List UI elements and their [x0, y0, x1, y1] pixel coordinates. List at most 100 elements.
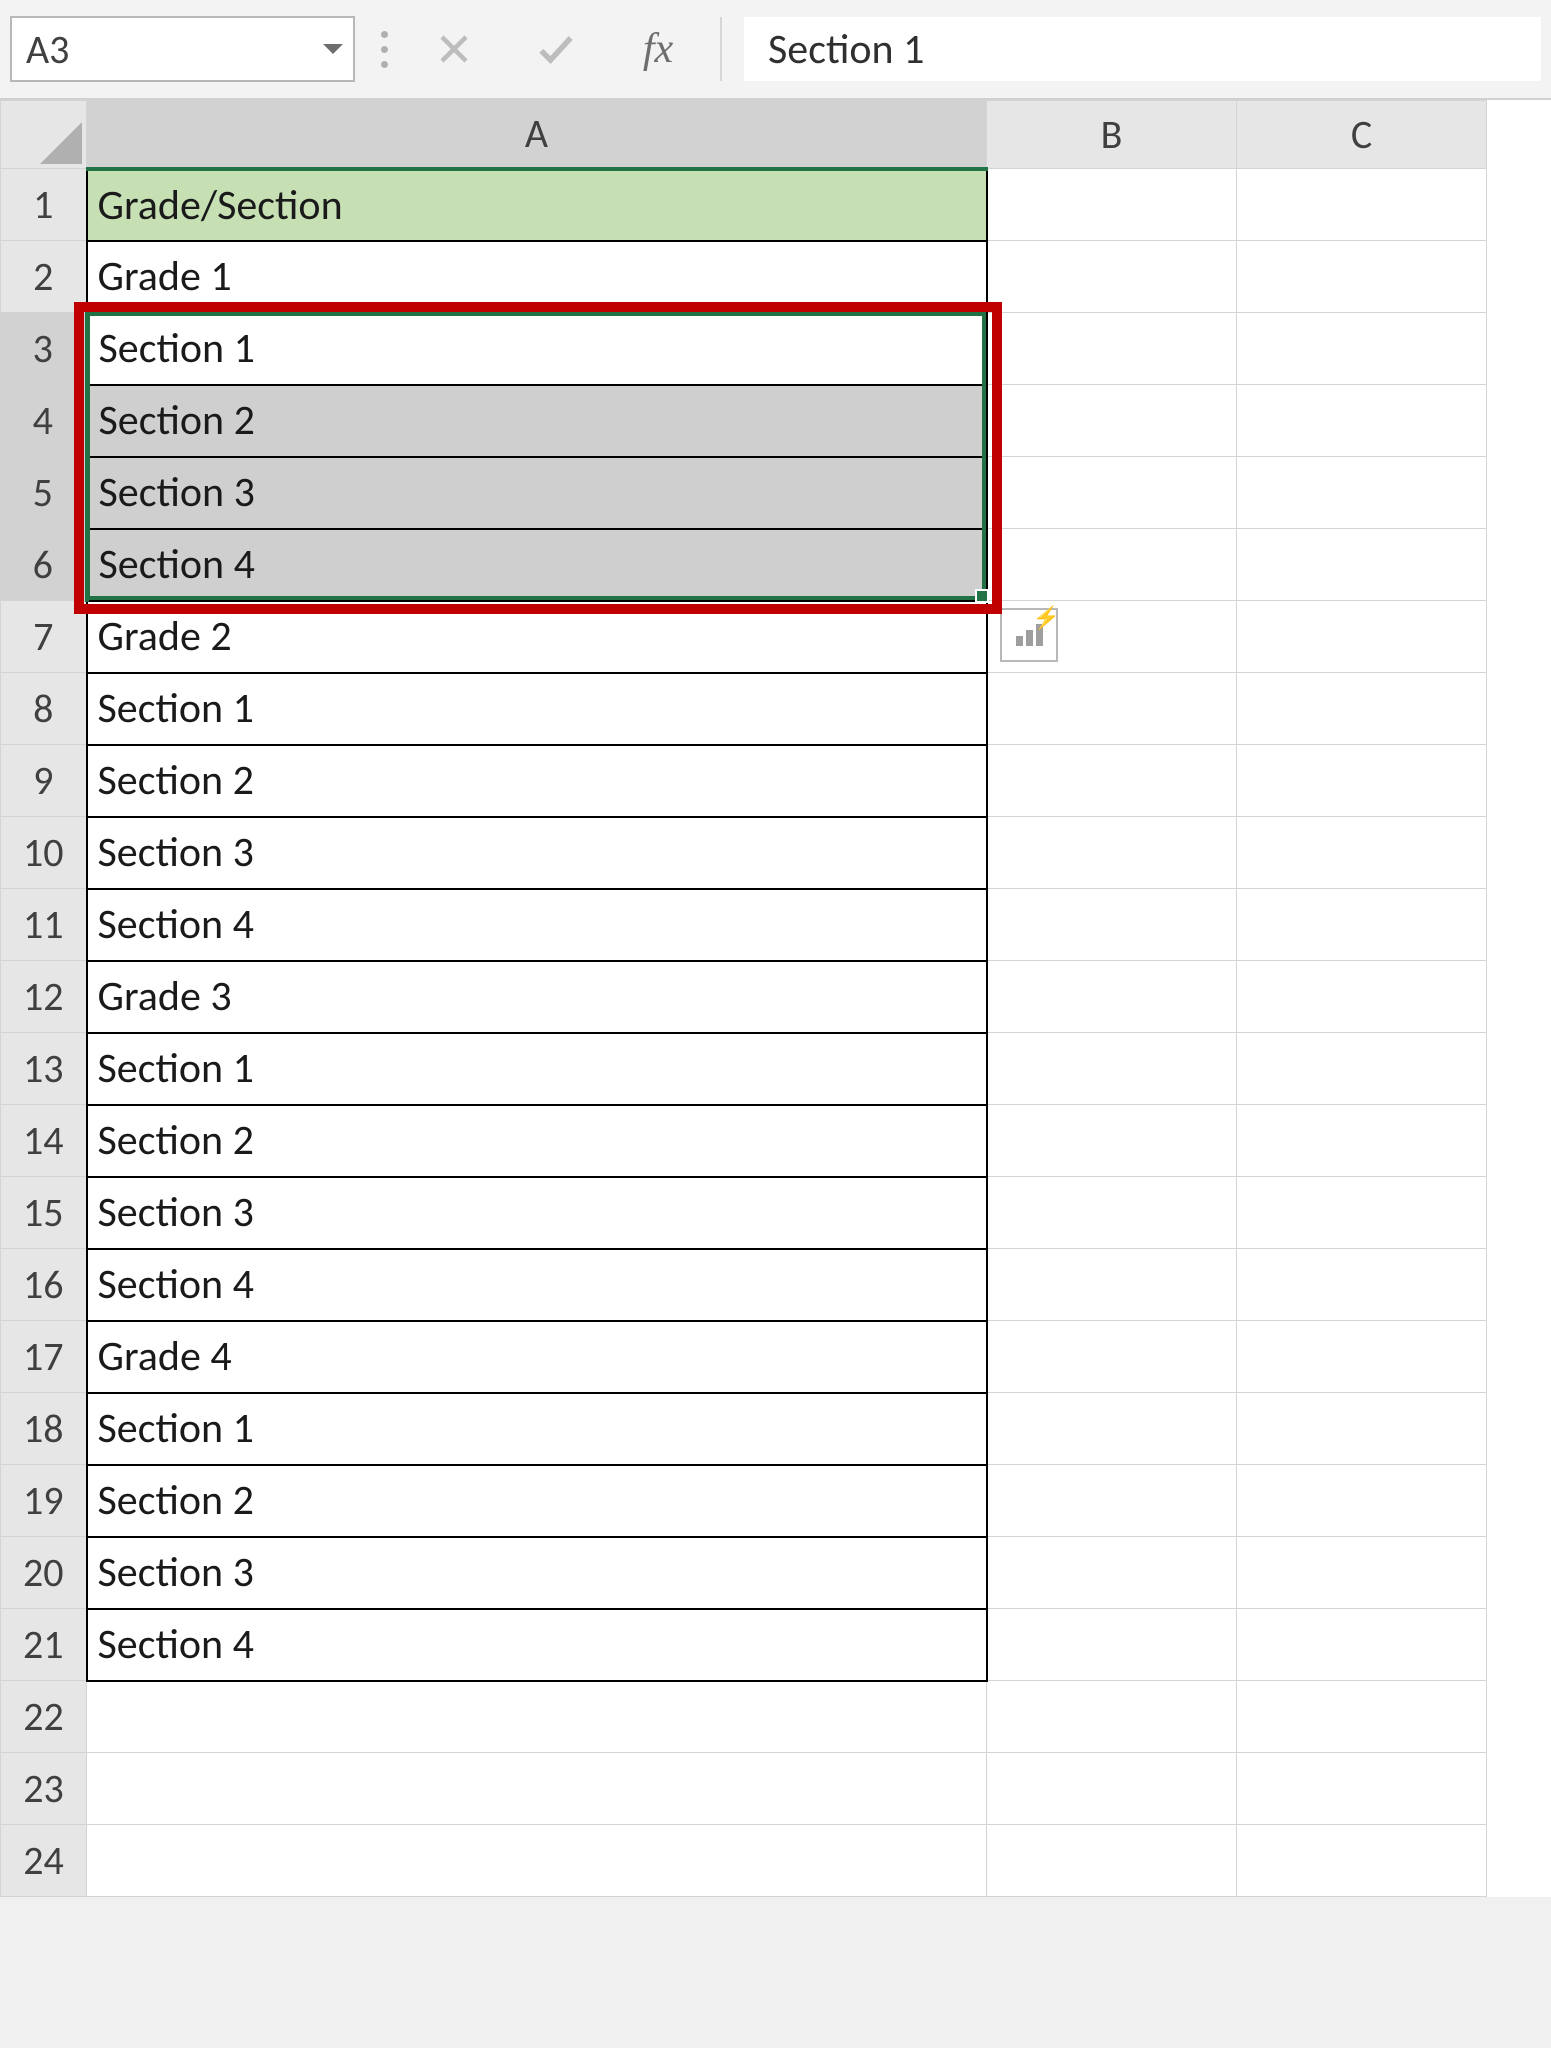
cell-C1[interactable]	[1237, 169, 1487, 241]
cell-C12[interactable]	[1237, 961, 1487, 1033]
name-box[interactable]: A3	[10, 16, 355, 82]
row-header-23[interactable]: 23	[1, 1753, 87, 1825]
cell-B17[interactable]	[987, 1321, 1237, 1393]
cell-C6[interactable]	[1237, 529, 1487, 601]
cell-B23[interactable]	[987, 1753, 1237, 1825]
row-header-12[interactable]: 12	[1, 961, 87, 1033]
cell-A9[interactable]: Section 2	[87, 745, 987, 817]
column-header-C[interactable]: C	[1237, 101, 1487, 169]
cell-A16[interactable]: Section 4	[87, 1249, 987, 1321]
cell-C21[interactable]	[1237, 1609, 1487, 1681]
cell-A14[interactable]: Section 2	[87, 1105, 987, 1177]
row-header-21[interactable]: 21	[1, 1609, 87, 1681]
enter-button[interactable]	[516, 17, 596, 81]
cell-A3[interactable]: Section 1	[87, 313, 987, 385]
cell-A13[interactable]: Section 1	[87, 1033, 987, 1105]
cell-A21[interactable]: Section 4	[87, 1609, 987, 1681]
cell-B19[interactable]	[987, 1465, 1237, 1537]
cell-A17[interactable]: Grade 4	[87, 1321, 987, 1393]
cell-B20[interactable]	[987, 1537, 1237, 1609]
row-header-9[interactable]: 9	[1, 745, 87, 817]
row-header-19[interactable]: 19	[1, 1465, 87, 1537]
row-header-3[interactable]: 3	[1, 313, 87, 385]
cell-C15[interactable]	[1237, 1177, 1487, 1249]
cell-A11[interactable]: Section 4	[87, 889, 987, 961]
column-header-B[interactable]: B	[987, 101, 1237, 169]
cell-B12[interactable]	[987, 961, 1237, 1033]
cell-A2[interactable]: Grade 1	[87, 241, 987, 313]
cell-A15[interactable]: Section 3	[87, 1177, 987, 1249]
row-header-2[interactable]: 2	[1, 241, 87, 313]
cell-C18[interactable]	[1237, 1393, 1487, 1465]
cell-C17[interactable]	[1237, 1321, 1487, 1393]
cell-B9[interactable]	[987, 745, 1237, 817]
cell-C22[interactable]	[1237, 1681, 1487, 1753]
cell-A23[interactable]	[87, 1753, 987, 1825]
row-header-5[interactable]: 5	[1, 457, 87, 529]
cell-C10[interactable]	[1237, 817, 1487, 889]
cell-C16[interactable]	[1237, 1249, 1487, 1321]
cell-B15[interactable]	[987, 1177, 1237, 1249]
row-header-14[interactable]: 14	[1, 1105, 87, 1177]
cell-A6[interactable]: Section 4	[87, 529, 987, 601]
cell-B13[interactable]	[987, 1033, 1237, 1105]
cell-B1[interactable]	[987, 169, 1237, 241]
name-box-dropdown-icon[interactable]	[323, 44, 343, 54]
cell-C11[interactable]	[1237, 889, 1487, 961]
cell-A5[interactable]: Section 3	[87, 457, 987, 529]
cell-B5[interactable]	[987, 457, 1237, 529]
cell-C9[interactable]	[1237, 745, 1487, 817]
row-header-7[interactable]: 7	[1, 601, 87, 673]
cell-A12[interactable]: Grade 3	[87, 961, 987, 1033]
cell-C4[interactable]	[1237, 385, 1487, 457]
column-header-A[interactable]: A	[87, 101, 987, 169]
quick-analysis-button[interactable]: ⚡	[1000, 608, 1058, 662]
row-header-6[interactable]: 6	[1, 529, 87, 601]
row-header-8[interactable]: 8	[1, 673, 87, 745]
cell-B2[interactable]	[987, 241, 1237, 313]
cell-B6[interactable]	[987, 529, 1237, 601]
cell-B24[interactable]	[987, 1825, 1237, 1897]
row-header-11[interactable]: 11	[1, 889, 87, 961]
formula-input[interactable]: Section 1	[744, 17, 1541, 81]
grid[interactable]: ABC1Grade/Section2Grade 13Section 14Sect…	[0, 100, 1487, 1897]
cell-C5[interactable]	[1237, 457, 1487, 529]
select-all-corner[interactable]	[1, 101, 87, 169]
cell-B18[interactable]	[987, 1393, 1237, 1465]
cell-C14[interactable]	[1237, 1105, 1487, 1177]
cell-B4[interactable]	[987, 385, 1237, 457]
cell-C13[interactable]	[1237, 1033, 1487, 1105]
insert-function-button[interactable]: fx	[618, 17, 698, 81]
cell-B22[interactable]	[987, 1681, 1237, 1753]
cell-A10[interactable]: Section 3	[87, 817, 987, 889]
row-header-13[interactable]: 13	[1, 1033, 87, 1105]
row-header-20[interactable]: 20	[1, 1537, 87, 1609]
cell-A4[interactable]: Section 2	[87, 385, 987, 457]
row-header-4[interactable]: 4	[1, 385, 87, 457]
cell-A7[interactable]: Grade 2	[87, 601, 987, 673]
cell-B11[interactable]	[987, 889, 1237, 961]
cell-B21[interactable]	[987, 1609, 1237, 1681]
cell-C2[interactable]	[1237, 241, 1487, 313]
row-header-10[interactable]: 10	[1, 817, 87, 889]
row-header-17[interactable]: 17	[1, 1321, 87, 1393]
cell-C3[interactable]	[1237, 313, 1487, 385]
row-header-16[interactable]: 16	[1, 1249, 87, 1321]
cell-B3[interactable]	[987, 313, 1237, 385]
cell-C24[interactable]	[1237, 1825, 1487, 1897]
cell-C8[interactable]	[1237, 673, 1487, 745]
cell-B16[interactable]	[987, 1249, 1237, 1321]
row-header-18[interactable]: 18	[1, 1393, 87, 1465]
row-header-1[interactable]: 1	[1, 169, 87, 241]
cell-C19[interactable]	[1237, 1465, 1487, 1537]
cell-A19[interactable]: Section 2	[87, 1465, 987, 1537]
cell-A18[interactable]: Section 1	[87, 1393, 987, 1465]
cell-B8[interactable]	[987, 673, 1237, 745]
cell-C7[interactable]	[1237, 601, 1487, 673]
cancel-button[interactable]	[414, 17, 494, 81]
row-header-22[interactable]: 22	[1, 1681, 87, 1753]
cell-B14[interactable]	[987, 1105, 1237, 1177]
cell-C23[interactable]	[1237, 1753, 1487, 1825]
row-header-24[interactable]: 24	[1, 1825, 87, 1897]
row-header-15[interactable]: 15	[1, 1177, 87, 1249]
